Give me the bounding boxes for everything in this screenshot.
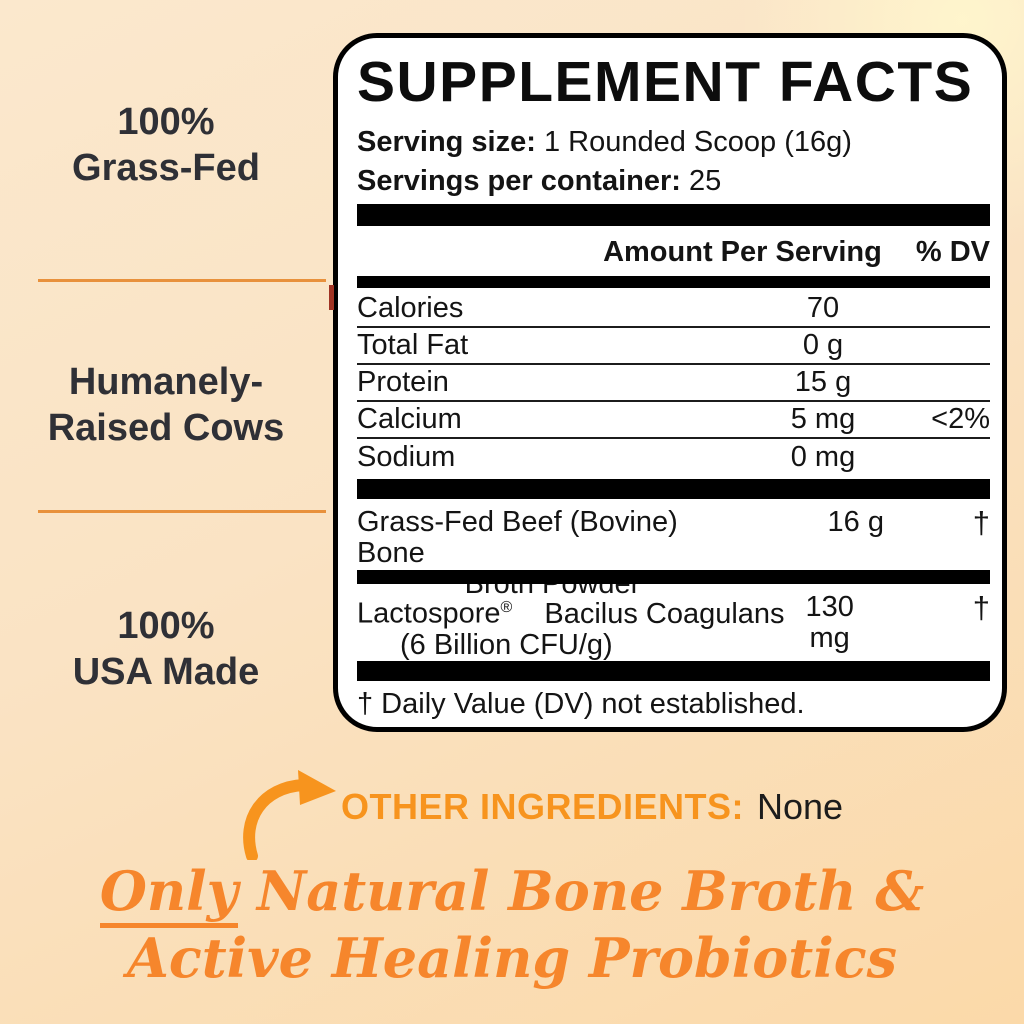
serving-size-value: 1 Rounded Scoop (16g)	[543, 126, 852, 158]
medium-black-bar	[357, 570, 990, 584]
claim-grass-fed: 100% Grass-Fed	[0, 100, 332, 191]
claim-line: 100%	[117, 101, 215, 143]
dagger-symbol: †	[972, 590, 990, 625]
tagline-line2: Active Healing Probiotics	[126, 925, 898, 990]
dagger-symbol: †	[972, 505, 990, 540]
supplement-facts-panel: SUPPLEMENT FACTS Serving size: 1 Rounded…	[333, 33, 1007, 732]
servings-label: Servings per container:	[357, 165, 681, 197]
table-row: Total Fat 0 g	[357, 328, 990, 365]
dv-footnote: † Daily Value (DV) not established.	[357, 688, 805, 720]
curved-arrow-icon	[240, 770, 346, 862]
red-accent-mark	[329, 285, 334, 310]
nutrient-amount: 70	[806, 292, 840, 324]
ingredient-amount: 16 g	[827, 506, 884, 538]
table-column-headers: Amount Per Serving % DV	[357, 234, 990, 270]
ingredient-brand: Lactospore	[357, 597, 501, 630]
table-row: Sodium 0 mg	[357, 439, 990, 475]
servings-value: 25	[689, 165, 722, 197]
nutrient-name: Total Fat	[357, 329, 469, 361]
nutrient-name: Sodium	[357, 440, 456, 473]
thick-black-bar	[357, 479, 990, 499]
ingredient-name-line2: (6 Billion CFU/g)	[400, 628, 613, 661]
registered-trademark-symbol: ®	[500, 599, 513, 616]
nutrient-name: Protein	[357, 366, 449, 398]
claim-line: Grass-Fed	[72, 146, 260, 189]
ingredient-name-part2: Bacilus Coagulans	[544, 597, 785, 630]
servings-per-container-line: Servings per container: 25	[357, 165, 990, 198]
serving-size-line: Serving size: 1 Rounded Scoop (16g)	[357, 126, 990, 159]
table-row: Calories 70	[357, 291, 990, 328]
medium-black-bar	[357, 276, 990, 288]
serving-size-label: Serving size:	[357, 126, 536, 158]
amount-per-serving-header: Amount Per Serving	[603, 235, 882, 268]
nutrient-amount: 0 mg	[790, 440, 856, 473]
ingredient-amount: 130 mg	[805, 591, 854, 654]
thick-black-bar	[357, 661, 990, 681]
tagline-line1-rest: Natural Bone Broth &	[238, 859, 925, 923]
ingredient-row-bone-broth: Grass-Fed Beef (Bovine) Bone Broth Powde…	[357, 507, 990, 600]
nutrient-name: Calcium	[357, 403, 462, 435]
claim-usa-made: 100% USA Made	[0, 604, 332, 695]
nutrients-table: Calories 70 Total Fat 0 g Protein 15 g C…	[357, 291, 990, 475]
tagline: Only Natural Bone Broth & Active Healing…	[0, 858, 1024, 992]
claim-line: USA Made	[72, 650, 260, 693]
ingredient-name-line1: Grass-Fed Beef (Bovine) Bone	[357, 506, 678, 569]
divider-line	[38, 279, 326, 282]
ingredient-row-lactospore: Lactospore® Bacilus Coagulans (6 Billion…	[357, 592, 990, 661]
claim-line: Raised Cows	[47, 406, 285, 449]
nutrient-dv: <2%	[931, 403, 990, 435]
table-row: Protein 15 g	[357, 365, 990, 402]
other-ingredients-value: None	[757, 786, 844, 827]
divider-line	[38, 510, 326, 513]
percent-dv-header: % DV	[915, 235, 990, 268]
nutrient-amount: 5 mg	[790, 403, 856, 435]
ingredient-name: Grass-Fed Beef (Bovine) Bone Broth Powde…	[357, 507, 748, 600]
nutrient-name: Calories	[357, 292, 464, 324]
claim-line: Humanely-	[68, 361, 264, 403]
nutrient-amount: 0 g	[802, 329, 844, 361]
table-row: Calcium 5 mg <2%	[357, 402, 990, 439]
other-ingredients-label: OTHER INGREDIENTS:	[341, 786, 745, 827]
panel-title: SUPPLEMENT FACTS	[357, 50, 974, 114]
tagline-underlined-word: Only	[99, 859, 239, 928]
ingredient-name: Lactospore® Bacilus Coagulans (6 Billion…	[357, 592, 785, 661]
thick-black-bar	[357, 204, 990, 226]
claim-humanely-raised: Humanely- Raised Cows	[0, 360, 332, 451]
claim-line: 100%	[117, 605, 215, 647]
other-ingredients-line: OTHER INGREDIENTS: None	[341, 786, 843, 828]
nutrient-amount: 15 g	[794, 366, 852, 398]
